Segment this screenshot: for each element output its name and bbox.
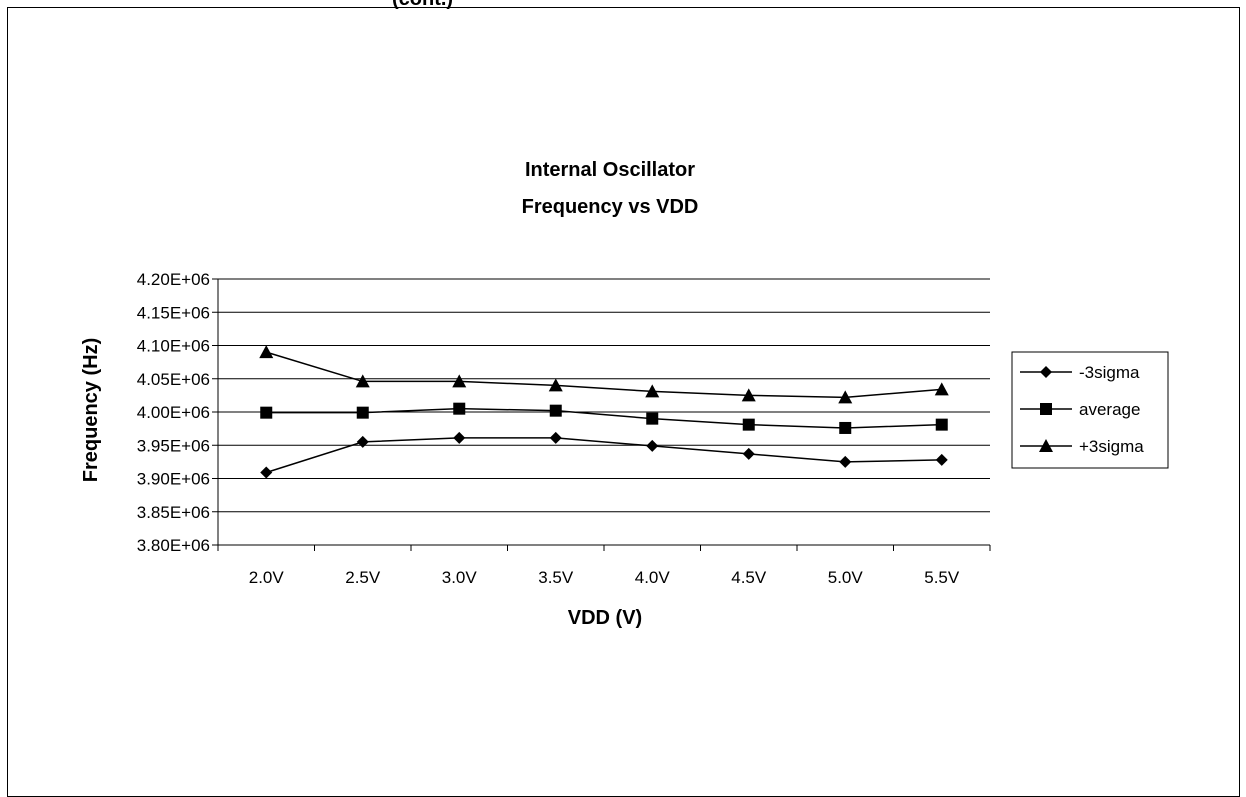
- series-line-average: [266, 407, 942, 429]
- data-point--3sigma: [839, 455, 852, 468]
- chart-title-line-1: Internal Oscillator: [525, 159, 695, 181]
- tick-labels: 3.80E+06 3.85E+06 3.90E+06 3.95E+06 4.00E+06…: [137, 270, 960, 587]
- x-tick-label: 2.5V: [345, 568, 381, 587]
- y-axis-label: Frequency (Hz): [80, 338, 102, 482]
- data-point--3sigma: [646, 439, 659, 452]
- data-point--3sigma: [453, 431, 466, 444]
- data-point--3sigma: [742, 447, 755, 460]
- plot-area: [259, 345, 949, 479]
- legend-label: +3sigma: [1079, 437, 1144, 456]
- data-point-average: [356, 406, 369, 419]
- legend: -3sigma average +3sigma: [1020, 363, 1144, 456]
- data-point-+3sigma: [355, 374, 370, 388]
- x-tick-label: 3.5V: [538, 568, 574, 587]
- gridlines: [218, 278, 990, 513]
- x-tick-label: 3.0V: [442, 568, 478, 587]
- data-point-average: [646, 412, 659, 425]
- y-tick-label: 4.15E+06: [137, 303, 210, 322]
- legend-label: -3sigma: [1079, 363, 1140, 382]
- data-point-average: [549, 404, 562, 417]
- legend-marker-diamond: [1040, 366, 1052, 378]
- data-point-average: [935, 418, 948, 431]
- y-tick-label: 4.10E+06: [137, 337, 210, 356]
- axes: [212, 278, 991, 551]
- x-tick-label: 4.0V: [635, 568, 671, 587]
- chart-title-line-2: Frequency vs VDD: [522, 196, 699, 218]
- x-tick-label: 5.5V: [924, 568, 960, 587]
- x-axis-label: VDD (V): [568, 607, 642, 629]
- data-point-+3sigma: [741, 388, 756, 402]
- legend-label: average: [1079, 400, 1140, 419]
- data-point--3sigma: [356, 435, 369, 448]
- data-point--3sigma: [260, 466, 273, 479]
- legend-marker-triangle: [1039, 439, 1053, 452]
- y-tick-label: 3.85E+06: [137, 503, 210, 522]
- x-tick-label: 2.0V: [249, 568, 285, 587]
- data-point-average: [260, 406, 273, 419]
- data-point-average: [742, 418, 755, 431]
- series-line--3sigma: [266, 437, 942, 474]
- y-tick-label: 3.80E+06: [137, 536, 210, 555]
- data-point-+3sigma: [452, 374, 467, 388]
- data-point-+3sigma: [548, 378, 563, 392]
- series-line-+3sigma: [266, 351, 942, 399]
- y-tick-label: 4.20E+06: [137, 270, 210, 289]
- legend-marker-square: [1040, 403, 1052, 415]
- y-tick-label: 3.95E+06: [137, 436, 210, 455]
- y-tick-label: 3.90E+06: [137, 470, 210, 489]
- data-point--3sigma: [935, 453, 948, 466]
- x-tick-label: 4.5V: [731, 568, 767, 587]
- y-tick-label: 4.00E+06: [137, 403, 210, 422]
- header-fragment: (cont.): [392, 0, 453, 11]
- data-point--3sigma: [549, 431, 562, 444]
- y-tick-label: 4.05E+06: [137, 370, 210, 389]
- data-point-average: [453, 402, 466, 415]
- data-point-+3sigma: [259, 345, 274, 359]
- data-point-+3sigma: [934, 382, 949, 396]
- data-point-+3sigma: [838, 390, 853, 404]
- x-tick-label: 5.0V: [828, 568, 864, 587]
- data-point-+3sigma: [645, 384, 660, 398]
- data-point-average: [839, 421, 852, 434]
